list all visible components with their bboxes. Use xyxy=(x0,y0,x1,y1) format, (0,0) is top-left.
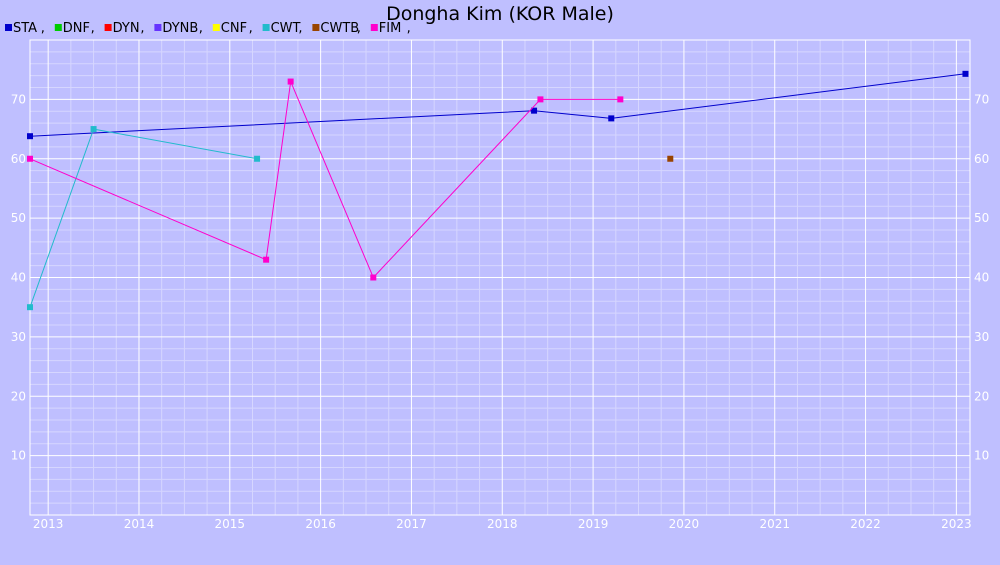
legend-swatch xyxy=(212,24,220,31)
data-point xyxy=(287,78,294,85)
y-tick-label-left: 70 xyxy=(11,92,26,106)
legend-label: CWTB xyxy=(320,21,359,36)
x-tick-label: 2019 xyxy=(578,517,609,531)
y-axis-left: 10 20 30 40 50 60 70 xyxy=(11,92,26,462)
y-tick-label-left: 10 xyxy=(11,449,26,463)
x-tick-label: 2018 xyxy=(487,517,518,531)
legend-label: FIM xyxy=(379,21,402,36)
data-point xyxy=(27,133,33,140)
y-tick-label-right: 40 xyxy=(974,271,989,285)
legend-label: STA xyxy=(13,21,37,36)
y-tick-label-left: 20 xyxy=(11,389,26,403)
y-tick-label-right: 30 xyxy=(974,330,989,344)
x-tick-label: 2016 xyxy=(305,517,336,531)
legend: STA, DNF, DYN, DYNB, CNF, CWT, CWTB, FIM, xyxy=(5,21,411,36)
series-cwt xyxy=(27,126,261,311)
x-tick-label: 2023 xyxy=(941,517,972,531)
x-tick-label: 2017 xyxy=(396,517,427,531)
data-point xyxy=(537,96,544,103)
legend-separator: , xyxy=(249,21,253,36)
series-fim xyxy=(27,78,624,281)
data-point xyxy=(608,115,615,122)
y-tick-label-left: 30 xyxy=(11,330,26,344)
x-tick-label: 2014 xyxy=(124,517,155,531)
legend-swatch xyxy=(54,24,62,31)
y-tick-label-left: 50 xyxy=(11,211,26,225)
legend-separator: , xyxy=(91,21,95,36)
legend-separator: , xyxy=(199,21,203,36)
data-point xyxy=(27,155,33,162)
legend-swatch xyxy=(5,24,12,31)
data-point xyxy=(90,126,97,133)
data-point xyxy=(254,155,261,162)
chart-title: Dongha Kim (KOR Male) xyxy=(386,3,614,25)
legend-label: DNF xyxy=(63,21,90,36)
data-point xyxy=(263,256,270,263)
data-point xyxy=(667,155,674,162)
plot-frame xyxy=(29,39,971,516)
y-tick-label-right: 50 xyxy=(974,211,989,225)
data-point xyxy=(617,96,624,103)
series-line xyxy=(29,73,966,137)
x-tick-label: 2021 xyxy=(759,517,790,531)
legend-swatch xyxy=(370,24,378,31)
legend-label: DYNB xyxy=(162,21,198,36)
series-line xyxy=(29,79,621,279)
series-layer xyxy=(27,70,969,311)
x-tick-label: 2022 xyxy=(850,517,881,531)
data-point xyxy=(962,70,969,77)
x-tick-label: 2020 xyxy=(669,517,700,531)
legend-swatch xyxy=(104,24,112,31)
legend-label: CWT xyxy=(271,21,301,36)
y-tick-label-right: 70 xyxy=(974,92,989,106)
y-tick-label-right: 10 xyxy=(974,449,989,463)
x-axis: 2013 2014 2015 2016 2017 2018 2019 2020 2021 2022… xyxy=(33,517,972,531)
legend-label: CNF xyxy=(221,21,247,36)
data-point xyxy=(370,274,377,281)
grid xyxy=(29,39,971,516)
series-sta xyxy=(27,70,969,140)
legend-separator: , xyxy=(298,21,302,36)
legend-swatch xyxy=(262,24,270,31)
legend-separator: , xyxy=(407,21,411,36)
legend-separator: , xyxy=(140,21,144,36)
y-axis-right: 10 20 30 40 50 60 70 xyxy=(974,92,989,462)
y-tick-label-left: 40 xyxy=(11,271,26,285)
legend-separator: , xyxy=(41,21,45,36)
legend-label: DYN xyxy=(113,21,140,36)
x-tick-label: 2015 xyxy=(215,517,246,531)
series-cwtb xyxy=(667,155,674,162)
x-tick-label: 2013 xyxy=(33,517,64,531)
y-tick-label-left: 60 xyxy=(11,152,26,166)
y-tick-label-right: 60 xyxy=(974,152,989,166)
y-tick-label-right: 20 xyxy=(974,389,989,403)
data-point xyxy=(27,304,33,311)
legend-swatch xyxy=(312,24,320,31)
legend-separator: , xyxy=(357,21,361,36)
data-point xyxy=(531,107,538,114)
legend-swatch xyxy=(154,24,162,31)
